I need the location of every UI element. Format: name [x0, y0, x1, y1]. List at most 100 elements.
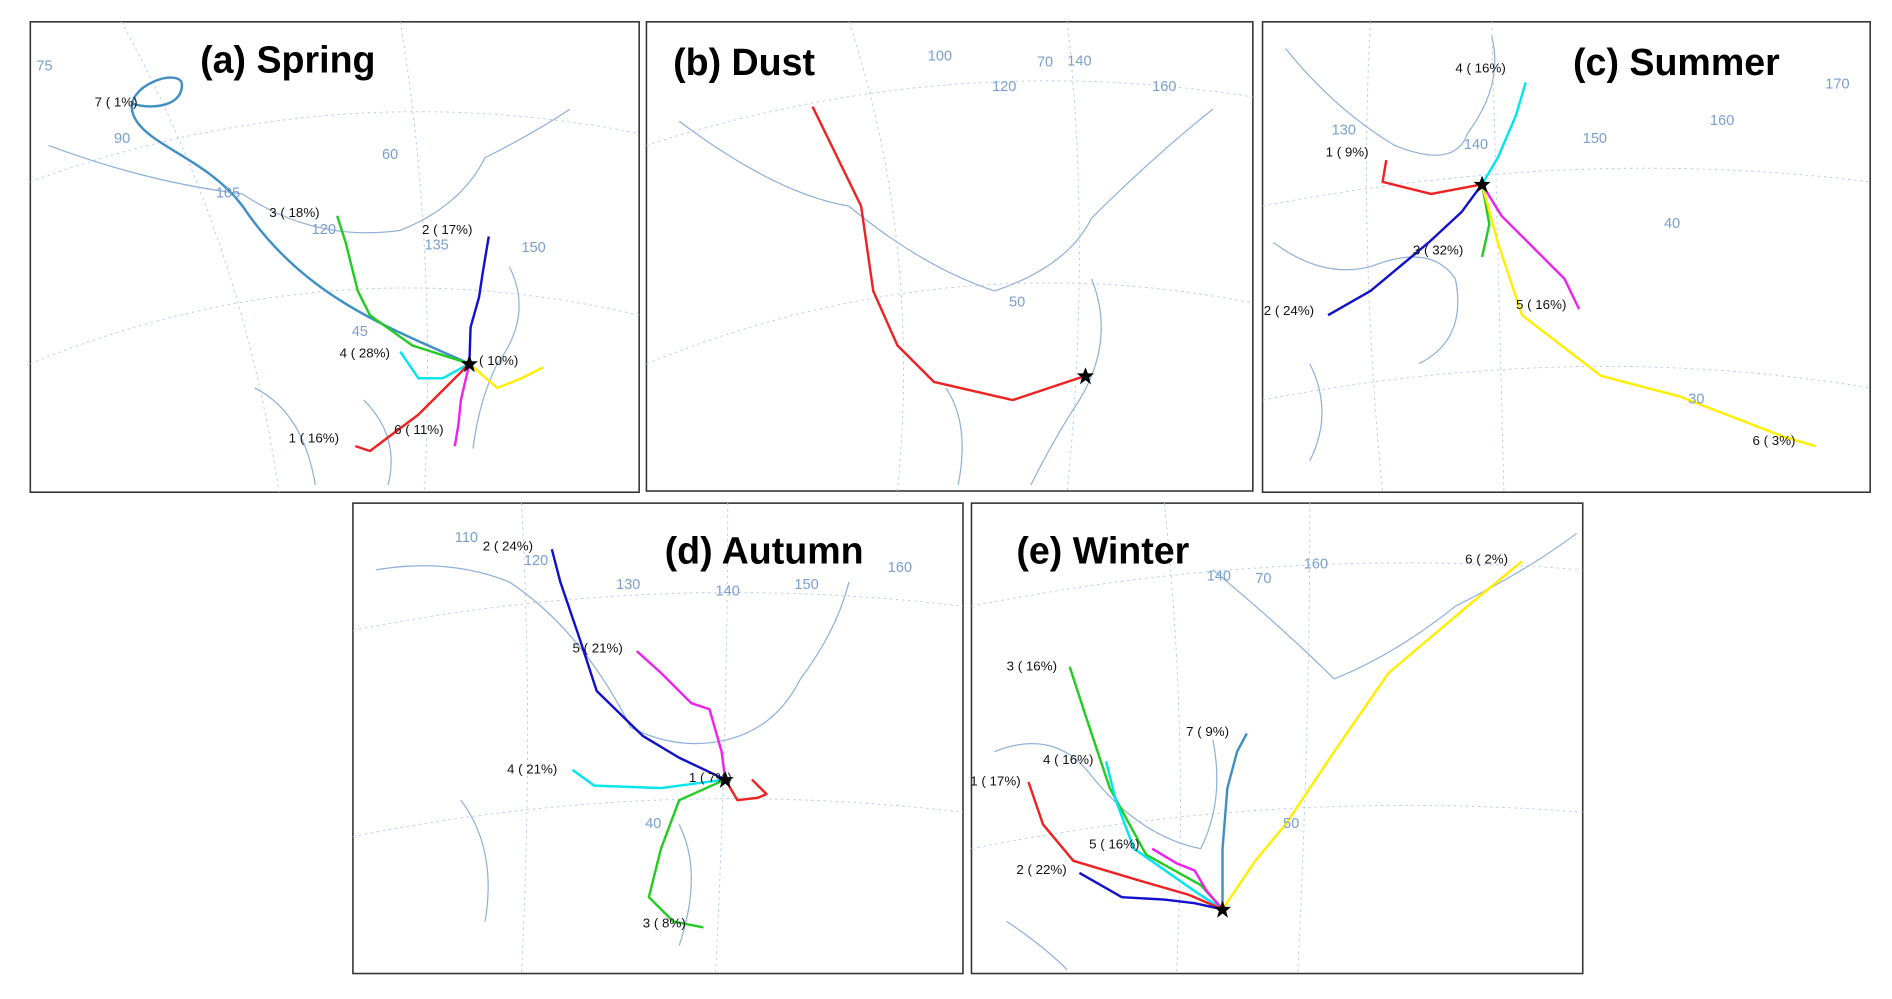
- grid-label: 140: [1067, 53, 1091, 69]
- cluster-label: 2 ( 22%): [1016, 862, 1066, 877]
- grid-label: 45: [352, 324, 368, 340]
- cluster-label: 4 ( 21%): [507, 761, 557, 776]
- cluster-label: 6 ( 11%): [394, 422, 443, 437]
- cluster-label: 7 ( 9%): [1186, 724, 1229, 739]
- cluster-label: 2 ( 24%): [483, 538, 533, 553]
- cluster-label: 3 ( 18%): [269, 205, 319, 220]
- cluster-label: 4 ( 28%): [340, 346, 390, 361]
- trajectory: [1078, 871, 1223, 911]
- grid-label: 50: [1283, 816, 1299, 832]
- grid-label: 160: [1152, 79, 1176, 95]
- coastline: [375, 565, 850, 946]
- trajectory: [811, 106, 1086, 402]
- cluster-label: 3 ( 16%): [1007, 658, 1057, 673]
- grid-label: 140: [1207, 569, 1231, 585]
- panel-title: (d) Autumn: [665, 530, 864, 572]
- cluster-label: 4 ( 16%): [1455, 61, 1505, 76]
- trajectory: [1027, 781, 1224, 911]
- grid-label: 75: [36, 58, 52, 74]
- panel-frame: [645, 21, 1254, 492]
- trajectory: [354, 362, 471, 453]
- coastline: [1273, 36, 1496, 461]
- panel-autumn: (d) Autumn 2 ( 24%) 5 ( 21%) 4 ( 21%) 1 …: [352, 502, 964, 975]
- grid-label: 70: [1037, 55, 1053, 71]
- panel-title: (e) Winter: [1016, 530, 1189, 572]
- grid-label: 150: [794, 577, 818, 593]
- grid-label: 160: [1304, 557, 1328, 573]
- grid-label: 70: [1255, 571, 1271, 587]
- grid-label: 100: [928, 49, 952, 65]
- cluster-label: 1 ( 17%): [970, 774, 1020, 789]
- panel-title: (b) Dust: [673, 41, 815, 83]
- cluster-label: 4 ( 16%): [1043, 752, 1093, 767]
- panel-frame: [29, 21, 640, 494]
- grid-label: 140: [716, 583, 740, 599]
- grid-label: 130: [1332, 123, 1356, 139]
- grid-label: 150: [1583, 131, 1607, 147]
- trajectory: [453, 363, 471, 447]
- cluster-label: ( 10%): [479, 353, 518, 368]
- grid-label: 150: [522, 240, 546, 256]
- coastline: [994, 532, 1578, 971]
- trajectory: [550, 548, 726, 781]
- trajectory: [468, 236, 490, 364]
- grid-label: 120: [312, 222, 336, 238]
- grid-label: 60: [382, 147, 398, 163]
- panel-dust: (b) Dust 100 120 70 140 160 50: [645, 21, 1254, 492]
- trajectory: [468, 362, 544, 390]
- panel-title: (c) Summer: [1573, 41, 1780, 83]
- grid-label: 160: [888, 560, 912, 576]
- trajectory: [1480, 183, 1816, 448]
- grid-label: 40: [645, 816, 661, 832]
- panel-frame: [970, 502, 1584, 975]
- trajectory: [1481, 183, 1581, 310]
- cluster-label: 1 ( 7%): [689, 770, 732, 785]
- cluster-label: 3 ( 8%): [643, 915, 686, 930]
- cluster-label: 2 ( 24%): [1264, 303, 1314, 318]
- trajectory: [635, 650, 727, 780]
- cluster-label: 7 ( 1%): [95, 95, 138, 110]
- coastline: [48, 108, 571, 486]
- grid-label: 135: [424, 238, 448, 254]
- trajectory: [1381, 159, 1483, 196]
- cluster-label: 1 ( 16%): [289, 431, 339, 446]
- trajectory: [1221, 732, 1248, 910]
- coastline: [678, 108, 1214, 486]
- cluster-label: 6 ( 2%): [1465, 552, 1508, 567]
- grid-label: 160: [1710, 113, 1734, 129]
- grid-label: 120: [992, 79, 1016, 95]
- grid-label: 130: [616, 577, 640, 593]
- trajectory: [571, 768, 726, 790]
- trajectory: [1104, 761, 1224, 911]
- trajectory: [647, 778, 726, 929]
- grid-label: 105: [216, 186, 240, 202]
- graticule: [1262, 21, 1871, 493]
- trajectory: [1221, 560, 1523, 910]
- trajectory: [130, 76, 470, 365]
- trajectory: [1327, 183, 1484, 317]
- cluster-label: 3 ( 32%): [1413, 243, 1463, 258]
- panel-title: (a) Spring: [200, 39, 375, 81]
- grid-label: 170: [1825, 77, 1849, 93]
- cluster-label: 2 ( 17%): [422, 222, 472, 237]
- grid-label: 30: [1688, 392, 1704, 408]
- panel-spring: (a) Spring 7 ( 1%) 3 ( 18%) 2 ( 17%) 4 (…: [29, 21, 640, 494]
- panel-winter: (e) Winter 6 ( 2%) 7 ( 9%) 3 ( 16%) 4 ( …: [970, 502, 1584, 975]
- grid-label: 110: [455, 530, 478, 546]
- cluster-label: 5 ( 21%): [572, 640, 622, 655]
- grid-label: 90: [114, 131, 130, 147]
- panel-summer: (c) Summer 4 ( 16%) 1 ( 9%) 2 ( 24%) 3 (…: [1261, 21, 1871, 494]
- cluster-label: 5 ( 16%): [1089, 837, 1139, 852]
- trajectory: [336, 215, 470, 365]
- grid-label: 120: [524, 553, 548, 569]
- grid-label: 140: [1464, 137, 1488, 153]
- trajectory: [1481, 82, 1527, 185]
- trajectory: [724, 778, 768, 802]
- cluster-label: 6 ( 3%): [1753, 433, 1796, 448]
- grid-label: 40: [1664, 216, 1680, 232]
- trajectory: [1151, 847, 1224, 911]
- cluster-label: 1 ( 9%): [1326, 144, 1369, 159]
- panel-frame: [1261, 21, 1871, 494]
